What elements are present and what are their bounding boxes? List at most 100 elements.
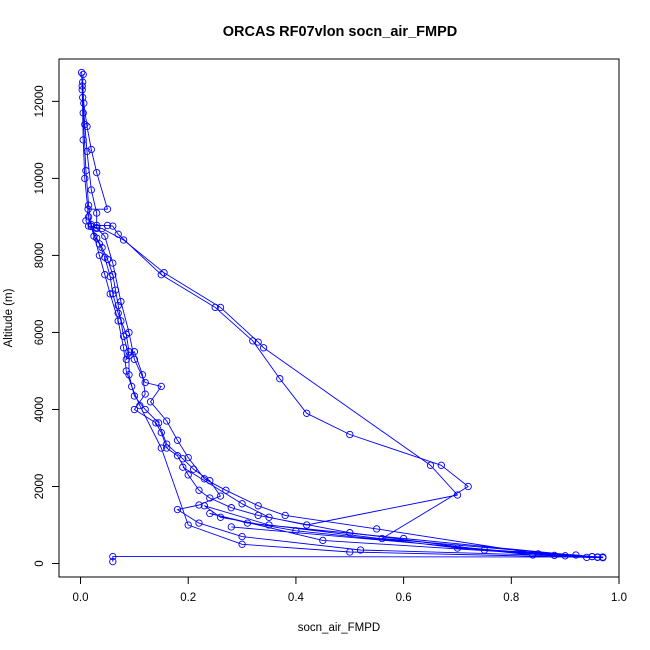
y-tick-label: 2000 <box>34 474 46 500</box>
y-tick-label: 8000 <box>34 243 46 269</box>
data-point <box>128 382 136 391</box>
data-point <box>346 529 354 537</box>
data-point <box>109 222 117 230</box>
data-point <box>157 444 165 452</box>
data-point <box>254 338 262 346</box>
data-point <box>109 290 117 298</box>
x-axis-label: socn_air_FMPD <box>298 622 380 634</box>
data-point <box>87 186 95 194</box>
data-point <box>163 444 171 452</box>
data-point <box>101 271 109 279</box>
data-point <box>82 167 90 175</box>
x-tick-label: 0.2 <box>180 592 196 604</box>
data-point <box>81 174 89 183</box>
data-point <box>238 540 246 548</box>
data-point <box>83 122 91 131</box>
data-point <box>103 221 112 230</box>
data-point <box>583 553 591 562</box>
data-point <box>80 99 88 107</box>
data-point <box>184 453 192 462</box>
data-point <box>119 236 128 244</box>
data-point <box>437 461 445 469</box>
data-point <box>117 297 125 306</box>
y-axis-label: Altitude (m) <box>3 288 15 347</box>
data-point <box>319 536 327 545</box>
data-point <box>243 519 252 527</box>
data-point <box>276 375 284 383</box>
data-point <box>109 557 117 566</box>
data-point <box>77 68 86 77</box>
data-point <box>480 546 489 554</box>
data-point <box>281 511 289 520</box>
data-point <box>173 452 182 460</box>
data-point <box>572 551 580 559</box>
data-point <box>184 471 192 479</box>
x-tick-label: 1.0 <box>611 592 627 604</box>
y-tick-label: 4000 <box>34 397 46 423</box>
data-point <box>122 355 130 364</box>
data-point <box>189 465 198 473</box>
data-point <box>346 548 354 556</box>
data-point <box>119 344 128 352</box>
data-point <box>101 253 109 261</box>
data-point <box>453 491 462 499</box>
data-point <box>173 436 182 444</box>
data-point <box>254 511 262 520</box>
data-point <box>93 221 101 230</box>
data-point <box>195 519 203 527</box>
data-point <box>346 430 354 439</box>
data-point <box>206 494 214 502</box>
data-point <box>130 405 139 414</box>
data-point <box>303 409 311 417</box>
data-point <box>259 344 268 352</box>
data-point <box>238 532 246 541</box>
data-point <box>106 290 114 298</box>
data-point <box>529 551 537 559</box>
series-layer <box>77 68 607 566</box>
chart-title: ORCAS RF07vlon socn_air_FMPD <box>223 24 457 40</box>
y-tick-label: 6000 <box>34 320 46 346</box>
data-point <box>593 553 602 561</box>
data-point <box>106 272 114 281</box>
data-point <box>114 309 122 317</box>
x-axis: 0.0 0.2 0.4 0.6 0.8 1.0 <box>73 576 627 604</box>
data-point <box>95 251 104 260</box>
data-point <box>87 222 95 231</box>
series-line <box>81 73 598 558</box>
data-point <box>84 213 93 221</box>
data-point <box>79 136 87 144</box>
data-point <box>426 461 435 469</box>
data-point <box>195 486 203 494</box>
y-tick-label: 12000 <box>34 85 46 117</box>
data-point <box>216 492 225 500</box>
data-point <box>378 534 386 543</box>
x-tick-label: 0.4 <box>288 592 305 604</box>
data-point <box>227 504 235 512</box>
data-point <box>109 259 117 267</box>
data-point <box>152 419 160 427</box>
y-axis: 0 2000 4000 6000 8000 10000 12000 <box>34 85 60 567</box>
data-point <box>160 269 168 277</box>
data-point <box>227 523 235 531</box>
data-point <box>216 303 225 312</box>
data-point <box>179 463 187 471</box>
data-point <box>561 552 569 560</box>
data-point <box>93 209 101 217</box>
data-point <box>79 78 87 86</box>
x-tick-label: 0.6 <box>396 592 412 604</box>
data-point <box>464 482 472 491</box>
data-point <box>84 205 92 213</box>
data-point <box>141 390 149 398</box>
data-point <box>125 371 133 379</box>
data-point <box>87 145 95 154</box>
data-point <box>93 224 101 232</box>
data-point <box>173 505 182 514</box>
data-point <box>157 428 165 437</box>
data-point <box>122 330 130 339</box>
data-point <box>163 417 171 425</box>
data-point <box>130 392 139 400</box>
data-point <box>130 348 139 356</box>
data-point <box>184 521 192 529</box>
data-point <box>146 398 155 406</box>
